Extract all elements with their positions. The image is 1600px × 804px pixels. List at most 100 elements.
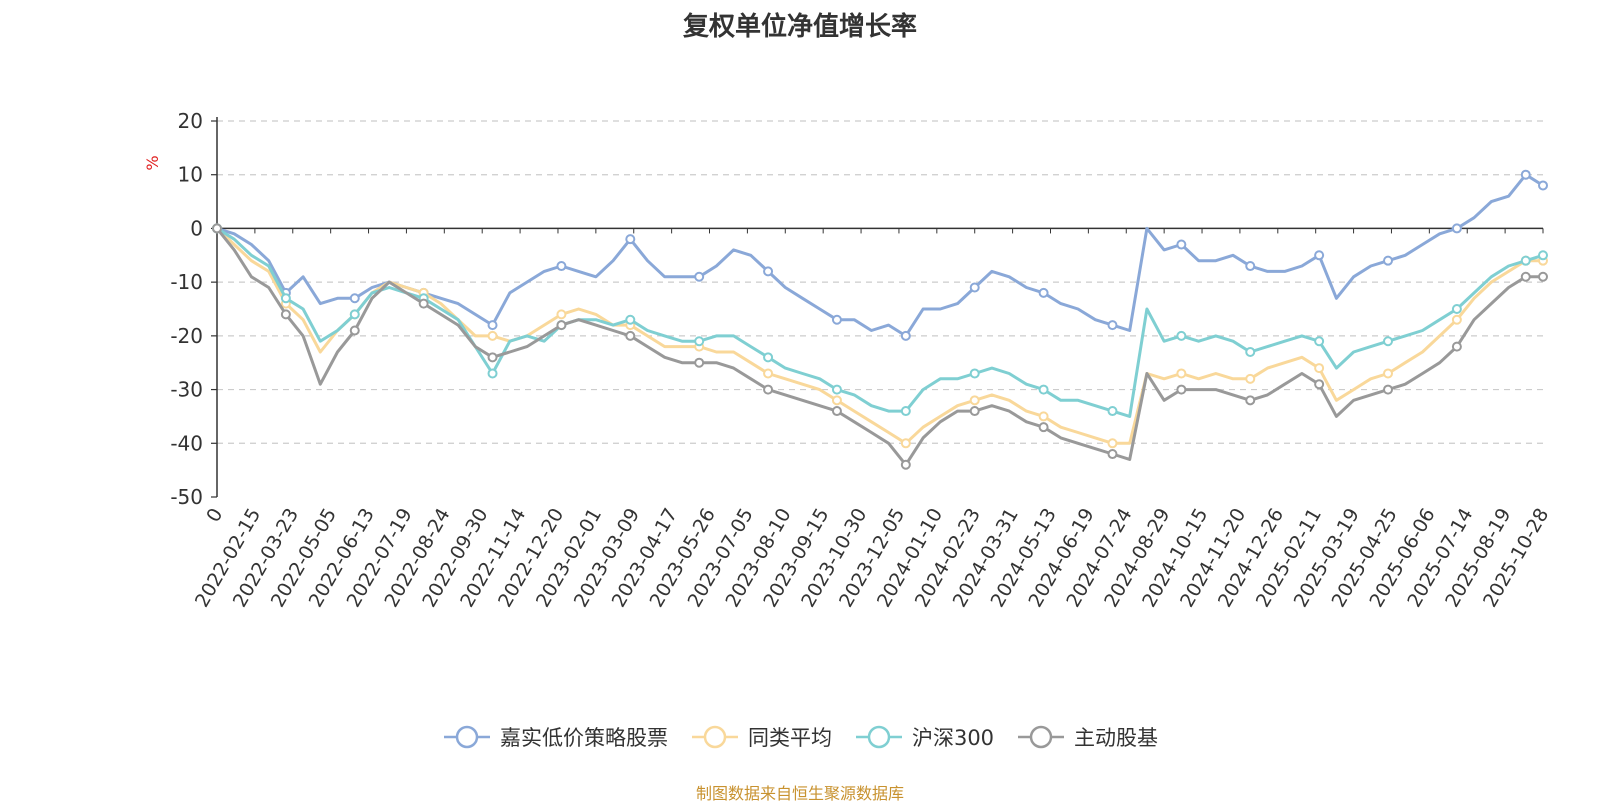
data-point — [349, 325, 360, 336]
legend-item[interactable]: 同类平均 — [690, 722, 832, 752]
data-point — [900, 406, 911, 417]
data-point — [900, 330, 911, 341]
data-point — [1038, 422, 1049, 433]
y-tick-label: 0 — [190, 216, 203, 240]
data-point — [1520, 255, 1531, 266]
data-point — [556, 320, 567, 331]
y-axis-label: % — [143, 155, 162, 170]
legend-label: 沪深300 — [911, 726, 995, 750]
data-point — [1107, 438, 1118, 449]
chart-title: 复权单位净值增长率 — [682, 12, 917, 42]
data-point — [212, 223, 222, 234]
data-point — [487, 320, 498, 331]
legend-label: 嘉实低价策略股票 — [499, 726, 668, 750]
data-point — [487, 368, 498, 379]
y-tick-label: -20 — [170, 324, 203, 348]
legend-item[interactable]: 嘉实低价策略股票 — [442, 722, 668, 752]
data-point — [763, 352, 774, 363]
data-point — [349, 293, 360, 304]
data-point — [1538, 180, 1548, 191]
data-point — [1245, 346, 1256, 357]
data-point — [1314, 379, 1325, 390]
data-point — [831, 384, 842, 395]
data-point — [1451, 223, 1462, 234]
series-line — [216, 227, 1544, 418]
grid-layer — [217, 120, 1543, 444]
data-point — [900, 459, 911, 470]
legend-item[interactable]: 主动股基 — [1016, 722, 1158, 752]
data-point — [1314, 250, 1325, 261]
data-point — [1176, 330, 1187, 341]
data-point — [349, 309, 360, 320]
data-point — [969, 368, 980, 379]
legend: 嘉实低价策略股票 同类平均 沪深300 主动股基 — [0, 722, 1600, 752]
data-point — [763, 384, 774, 395]
data-point — [1383, 384, 1394, 395]
data-point — [280, 309, 291, 320]
data-point — [487, 352, 498, 363]
data-point — [1038, 287, 1049, 298]
data-point — [1107, 320, 1118, 331]
y-tick-label: -30 — [170, 378, 203, 402]
data-point — [1451, 341, 1462, 352]
x-tick-label: 0 — [202, 505, 227, 526]
data-point — [1107, 406, 1118, 417]
data-point — [694, 336, 705, 347]
data-point — [694, 357, 705, 368]
data-point — [763, 266, 774, 277]
data-point — [1520, 169, 1531, 180]
y-tick-label: -50 — [170, 485, 203, 509]
data-point — [625, 234, 636, 245]
data-point — [1107, 449, 1118, 460]
data-point — [694, 271, 705, 282]
legend-swatch-icon — [691, 725, 738, 749]
data-point — [1451, 314, 1462, 325]
data-point — [1538, 271, 1548, 282]
legend-swatch-icon — [1018, 725, 1065, 749]
data-point — [831, 314, 842, 325]
data-point — [487, 330, 498, 341]
data-point — [1176, 368, 1187, 379]
data-point — [556, 261, 567, 272]
data-point — [1245, 395, 1256, 406]
legend-label: 主动股基 — [1074, 726, 1159, 750]
data-point — [1383, 368, 1394, 379]
data-point — [969, 395, 980, 406]
data-point — [1314, 336, 1325, 347]
data-point — [1383, 255, 1394, 266]
series-2 — [212, 223, 1548, 418]
data-point — [1451, 304, 1462, 314]
data-point — [1038, 411, 1049, 422]
data-point — [900, 438, 911, 449]
source-note: 制图数据来自恒生聚源数据库 — [695, 784, 904, 803]
data-point — [1038, 384, 1049, 395]
data-point — [1383, 336, 1394, 347]
data-point — [280, 293, 291, 304]
data-point — [1245, 261, 1256, 272]
series-0 — [212, 169, 1548, 341]
data-point — [969, 282, 980, 293]
data-point — [831, 395, 842, 406]
data-point — [1520, 271, 1531, 282]
y-tick-label: -10 — [170, 270, 203, 294]
data-point — [1314, 363, 1325, 374]
line-chart: 20100-10-20-30-40-5002022-02-152022-03-2… — [143, 109, 1553, 611]
legend-swatch-icon — [855, 725, 902, 749]
series-line — [215, 227, 1543, 445]
data-point — [1245, 373, 1256, 384]
y-tick-label: -40 — [170, 431, 203, 455]
legend-swatch-icon — [443, 725, 490, 749]
data-point — [1176, 384, 1187, 395]
series-3 — [212, 223, 1548, 470]
data-point — [625, 330, 636, 341]
data-point — [1538, 250, 1548, 261]
series-layer — [212, 169, 1548, 470]
data-point — [556, 309, 567, 320]
y-tick-label: 10 — [178, 163, 203, 187]
legend-item[interactable]: 沪深300 — [854, 722, 994, 752]
data-point — [625, 314, 636, 325]
y-tick-label: 20 — [178, 109, 203, 133]
data-point — [763, 368, 774, 379]
series-line — [216, 173, 1544, 338]
data-point — [969, 406, 980, 417]
